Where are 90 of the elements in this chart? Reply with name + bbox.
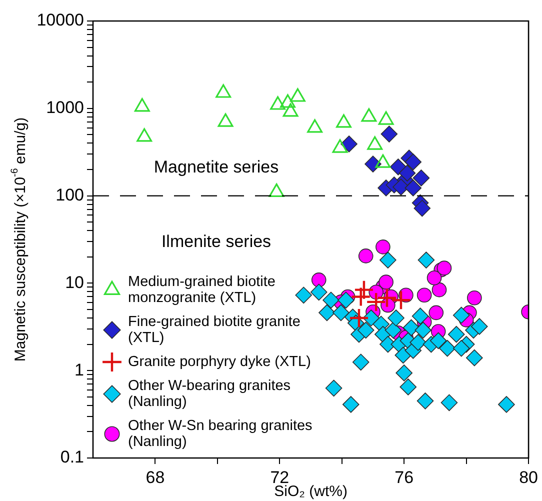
point [380, 252, 396, 268]
point [436, 260, 452, 276]
y-tick-label: 1 [74, 360, 84, 380]
point [340, 136, 358, 152]
legend-label: Fine-grained biotite granite (XTL) [128, 314, 300, 346]
point [268, 183, 284, 197]
x-tick-label: 76 [394, 468, 414, 487]
annotation: Ilmenite series [161, 232, 272, 251]
point [388, 310, 404, 326]
point [342, 396, 360, 413]
point [290, 88, 306, 102]
point [338, 292, 354, 309]
annotation: Magnetite series [154, 158, 279, 177]
point [418, 252, 435, 268]
point [376, 240, 390, 254]
point [470, 318, 488, 335]
point [438, 340, 456, 357]
point [357, 322, 374, 339]
point [404, 154, 422, 170]
point [325, 380, 342, 397]
point [367, 136, 383, 150]
point [136, 128, 152, 142]
point [216, 84, 232, 98]
y-tick-label: 0.1 [60, 448, 84, 467]
point [134, 98, 150, 112]
point [396, 364, 413, 382]
point [366, 292, 386, 312]
point [358, 248, 374, 264]
point [452, 340, 470, 357]
point [364, 156, 382, 172]
point [414, 200, 431, 217]
point [354, 280, 374, 300]
point [432, 282, 447, 298]
point [332, 139, 348, 153]
point [270, 96, 286, 110]
point [375, 154, 391, 168]
point [467, 290, 482, 306]
point [416, 392, 434, 410]
point [416, 288, 432, 303]
y-tick-label: 10 [65, 272, 84, 292]
point [282, 103, 298, 117]
point [310, 284, 328, 301]
point [378, 274, 394, 290]
point [412, 170, 430, 186]
point [390, 290, 412, 310]
legend-label: Medium-grained biotite monzogranite (XTL) [128, 274, 276, 306]
point [430, 332, 447, 350]
legend-label: Granite porphyry dyke (XTL) [128, 354, 311, 370]
point [452, 306, 470, 324]
point [378, 111, 394, 125]
y-tick-label: 1000 [46, 98, 84, 118]
y-tick-label: 100 [56, 185, 84, 204]
point [426, 270, 442, 286]
y-axis-title: Magnetic susceptibility (×10-6 emu/g) [10, 117, 30, 362]
point [218, 113, 234, 127]
point [336, 114, 352, 128]
point [361, 108, 377, 122]
point [348, 308, 370, 328]
point [280, 94, 296, 108]
point [398, 164, 416, 182]
point [404, 180, 422, 196]
x-tick-label: 68 [146, 468, 165, 487]
legend-label: Other W-Sn bearing granites (Nanling) [128, 418, 312, 450]
point [376, 288, 398, 308]
point [384, 322, 402, 339]
point [394, 346, 412, 364]
point [414, 322, 432, 339]
point [318, 304, 336, 322]
point [352, 354, 370, 371]
point [311, 272, 326, 288]
point [295, 286, 312, 304]
x-tick-label: 80 [519, 468, 538, 487]
point [410, 334, 427, 351]
point [307, 119, 323, 133]
point [380, 126, 398, 142]
point [322, 292, 340, 309]
point [412, 308, 429, 325]
point [466, 349, 483, 366]
point [440, 394, 458, 412]
legend-label: Other W-bearing granites (Nanling) [128, 378, 291, 410]
point [400, 378, 417, 396]
x-axis-title: SiO₂ (wt%) [274, 483, 348, 500]
point [350, 286, 371, 307]
point [498, 396, 515, 413]
point [392, 178, 410, 196]
point [448, 326, 465, 343]
point [332, 304, 350, 322]
point [428, 305, 444, 320]
point [402, 319, 420, 336]
y-tick-label: 10000 [36, 10, 84, 30]
